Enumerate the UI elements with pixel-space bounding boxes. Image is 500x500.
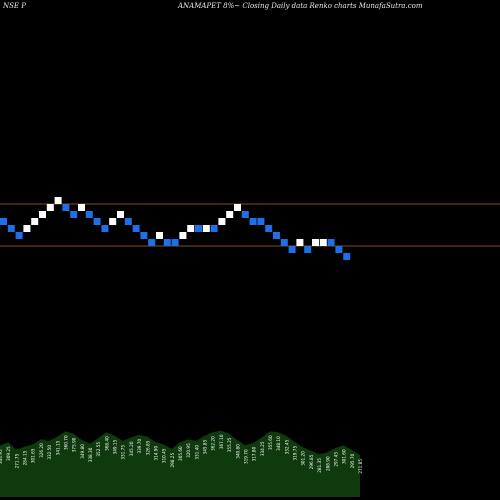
renko-brick-down: [62, 204, 70, 211]
volume-label: 326.20: [39, 443, 44, 458]
renko-brick-down: [148, 239, 156, 246]
volume-label: 345.85: [203, 439, 208, 454]
volume-label: 341.15: [55, 440, 60, 455]
renko-brick-up: [54, 197, 62, 204]
volume-label: 331.40: [194, 445, 199, 460]
volume-label: 338.30: [88, 447, 93, 462]
renko-brick-down: [7, 225, 15, 232]
renko-brick-down: [132, 225, 140, 232]
renko-brick-down: [85, 211, 93, 218]
volume-label: 355.25: [227, 437, 232, 452]
volume-label: 314.90: [153, 446, 158, 461]
volume-label: 301.20: [301, 451, 306, 466]
renko-brick-up: [202, 225, 210, 232]
renko-brick-up: [39, 211, 46, 218]
renko-brick-down: [163, 239, 171, 246]
renko-brick-down: [101, 225, 109, 232]
renko-brick-up: [226, 211, 234, 218]
volume-label: 284.15: [23, 450, 28, 465]
renko-brick-up: [296, 239, 304, 246]
renko-brick-down: [288, 246, 296, 253]
volume-label: 271.75: [14, 453, 19, 468]
renko-brick-down: [249, 218, 257, 225]
volume-label: 352.55: [96, 442, 101, 457]
renko-brick-down: [241, 211, 249, 218]
volume-label: 317.80: [252, 446, 257, 461]
volume-label: 349.80: [80, 444, 85, 459]
renko-brick-up: [179, 232, 187, 239]
renko-brick-up: [109, 218, 117, 225]
renko-brick-down: [195, 225, 202, 232]
volume-label: 344.95: [0, 449, 3, 464]
renko-brick-up: [218, 218, 226, 225]
renko-brick-up: [319, 239, 327, 246]
volume-label: 319.70: [243, 449, 248, 464]
volume-label: 332.50: [47, 445, 52, 460]
renko-brick-up: [117, 211, 124, 218]
volume-label: 310.45: [162, 448, 167, 463]
volume-label: 375.90: [72, 437, 77, 452]
volume-label: 309.25: [6, 446, 11, 461]
renko-brick-down: [0, 218, 7, 225]
volume-label: 360.70: [63, 435, 68, 450]
renko-brick-down: [280, 239, 288, 246]
renko-brick-up: [23, 225, 31, 232]
chart-title-right: ANAMAPET 8%~ Closing Daily data Renko ch…: [178, 2, 423, 10]
renko-brick-up: [187, 225, 195, 232]
volume-label: 295.70: [350, 453, 355, 468]
volume-label: 367.10: [219, 434, 224, 449]
volume-label: 288.90: [325, 456, 330, 471]
volume-label: 339.70: [137, 439, 142, 454]
volume-label: 305.60: [178, 446, 183, 461]
volume-label: 340.80: [235, 444, 240, 459]
renko-brick-up: [78, 204, 85, 211]
volume-label: 326.85: [145, 440, 150, 455]
volume-label: 296.85: [309, 454, 314, 469]
volume-label: 281.35: [317, 458, 322, 473]
renko-brick-down: [93, 218, 101, 225]
volume-label: 345.20: [129, 441, 134, 456]
chart-title-left: NSE P: [3, 2, 26, 10]
volume-label: 298.25: [170, 453, 175, 468]
volume-label: 368.40: [104, 436, 109, 451]
volume-label: 320.95: [186, 443, 191, 458]
volume-label: 355.60: [268, 435, 273, 450]
volume-label: 319.75: [293, 446, 298, 461]
renko-brick-down: [304, 246, 312, 253]
volume-label: 362.20: [211, 436, 216, 451]
volume-label: 301.60: [342, 449, 347, 464]
volume-label: 334.25: [260, 441, 265, 456]
renko-brick-down: [327, 239, 335, 246]
volume-label: 332.45: [284, 439, 289, 454]
renko-brick-down: [273, 232, 280, 239]
renko-brick-down: [171, 239, 179, 246]
renko-brick-down: [265, 225, 273, 232]
renko-brick-up: [312, 239, 319, 246]
renko-brick-down: [15, 232, 23, 239]
volume-label: 349.15: [113, 439, 118, 454]
volume-area: [0, 430, 360, 497]
renko-brick-down: [257, 218, 265, 225]
renko-brick-down: [335, 246, 343, 253]
renko-brick-down: [124, 218, 132, 225]
renko-brick-up: [156, 232, 163, 239]
volume-label: 348.10: [276, 436, 281, 451]
volume-label: 271.85: [358, 459, 363, 474]
renko-brick-down: [343, 253, 351, 260]
renko-brick-down: [210, 225, 218, 232]
renko-brick-down: [140, 232, 148, 239]
volume-label: 297.45: [333, 452, 338, 467]
renko-brick-up: [31, 218, 39, 225]
renko-brick-down: [70, 211, 78, 218]
renko-brick-up: [46, 204, 54, 211]
renko-brick-up: [234, 204, 241, 211]
volume-label: 301.65: [31, 448, 36, 463]
volume-label: 331.75: [121, 445, 126, 460]
